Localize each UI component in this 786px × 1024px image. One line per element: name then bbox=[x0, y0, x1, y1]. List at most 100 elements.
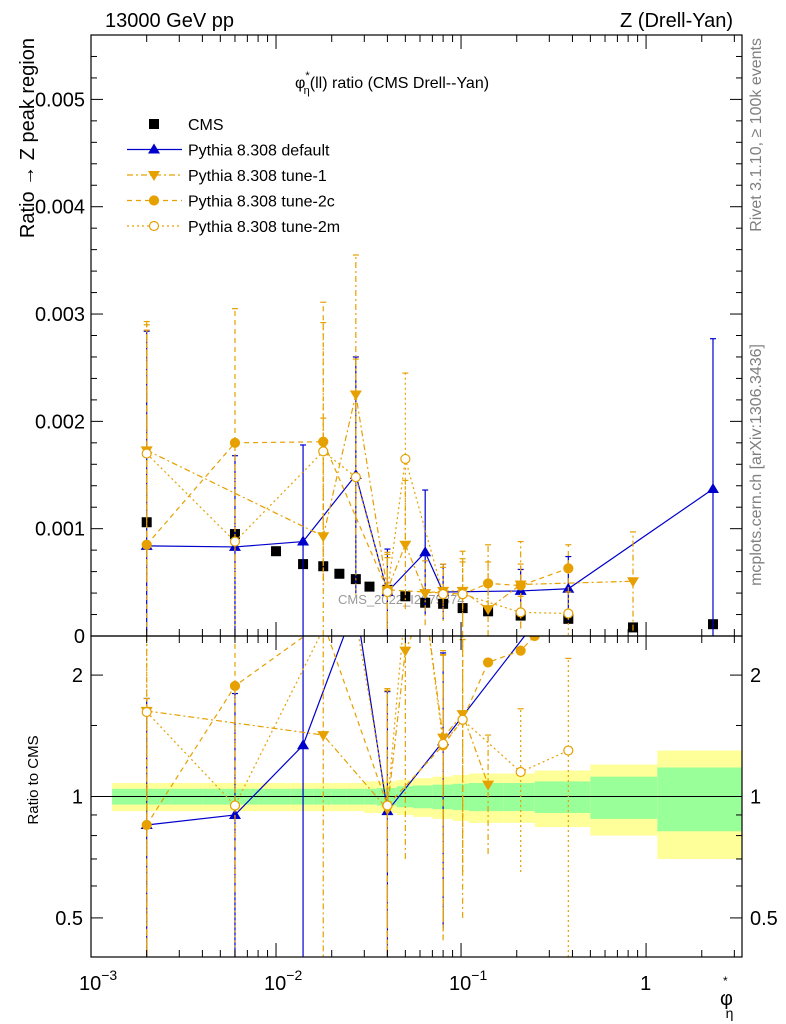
main-line-default bbox=[146, 473, 714, 594]
main-point-tune2c bbox=[515, 580, 526, 591]
main-point-cms bbox=[318, 561, 329, 572]
legend-marker bbox=[148, 171, 160, 181]
band-green bbox=[657, 767, 742, 832]
main-point-tune2m bbox=[382, 586, 393, 598]
main-data bbox=[140, 254, 719, 636]
ratio-point-tune2m bbox=[457, 714, 468, 725]
main-point-tune2c bbox=[318, 436, 329, 447]
main-series-tune1 bbox=[140, 254, 640, 636]
ratio-point-tune2m bbox=[563, 745, 574, 756]
main-point-tune2m bbox=[318, 446, 329, 457]
main-point-tune2m bbox=[350, 472, 361, 483]
main-point-tune1 bbox=[349, 390, 362, 401]
header-right: Z (Drell-Yan) bbox=[620, 10, 733, 32]
ratio-point-default bbox=[543, 598, 555, 608]
main-series-tune2m bbox=[141, 322, 574, 636]
legend-label: Pythia 8.308 default bbox=[188, 143, 330, 160]
main-point-tune2c bbox=[482, 578, 494, 589]
main-point-tune1 bbox=[482, 605, 495, 616]
ratio-point-tune2m bbox=[515, 766, 526, 778]
main-line-tune2m bbox=[146, 450, 569, 615]
ratio-line-tune2m bbox=[146, 636, 569, 807]
legend-label: Pythia 8.308 tune-2m bbox=[188, 219, 340, 236]
mcplots-label: mcplots.cern.ch [arXiv:1306.3436] bbox=[748, 344, 765, 586]
main-point-tune2c bbox=[563, 563, 574, 574]
ratio-point-tune2m bbox=[141, 706, 152, 718]
ratio-point-default bbox=[228, 808, 241, 819]
ratio-bands bbox=[91, 750, 742, 859]
ratio-ylabel: Ratio to CMS bbox=[25, 735, 42, 824]
main-series-tune2c bbox=[141, 301, 574, 636]
main-point-default bbox=[706, 482, 719, 493]
main-ytick-label: 0 bbox=[74, 626, 85, 648]
x-tick-label: 10−2 bbox=[264, 967, 302, 995]
main-point-cms bbox=[271, 546, 282, 557]
x-tick-label: 10−1 bbox=[449, 967, 487, 995]
legend: CMS Pythia 8.308 default Pythia 8.308 tune… bbox=[127, 117, 340, 236]
main-point-tune1 bbox=[317, 532, 330, 543]
ratio-point-tune2c bbox=[515, 645, 526, 656]
ratio-point-tune1 bbox=[317, 731, 330, 742]
main-point-tune2m bbox=[400, 453, 411, 465]
ratio-ytick-label-right: 1 bbox=[750, 787, 761, 809]
legend-entry-default: Pythia 8.308 default bbox=[127, 143, 330, 160]
ratio-data bbox=[140, 598, 574, 957]
x-tick-label: 10−3 bbox=[79, 967, 117, 995]
ratio-ytick-label: 0.5 bbox=[55, 908, 83, 930]
ratio-ytick-label-right: 2 bbox=[750, 665, 761, 687]
rivet-label: Rivet 3.1.10, ≥ 100k events bbox=[748, 38, 765, 232]
main-point-default bbox=[419, 546, 432, 557]
main-point-tune2m bbox=[229, 536, 241, 547]
ratio-point-tune2c bbox=[529, 636, 540, 642]
legend-marker bbox=[148, 220, 160, 232]
main-point-tune1 bbox=[399, 540, 412, 551]
ratio-ytick-label: 2 bbox=[72, 665, 83, 687]
ratio-point-tune2m bbox=[438, 738, 449, 750]
main-point-tune2m bbox=[457, 589, 468, 600]
main-ytick-label: 0.004 bbox=[35, 197, 85, 219]
main-ytick-label: 0.003 bbox=[35, 304, 85, 326]
ratio-point-tune1 bbox=[482, 780, 495, 791]
legend-marker bbox=[148, 143, 160, 154]
main-point-default bbox=[297, 535, 310, 546]
main-point-tune1 bbox=[419, 589, 432, 600]
main-line-tune2c bbox=[146, 441, 569, 595]
main-ytick-label: 0.005 bbox=[35, 89, 85, 111]
main-point-cms bbox=[334, 568, 345, 579]
legend-entry-tune2m: Pythia 8.308 tune-2m bbox=[127, 219, 340, 236]
ratio-point-tune2m bbox=[229, 800, 241, 811]
x-tick-label: 1 bbox=[640, 973, 651, 995]
main-point-tune2c bbox=[141, 539, 152, 550]
main-point-tune2m bbox=[515, 607, 526, 618]
legend-label: Pythia 8.308 tune-1 bbox=[188, 168, 327, 185]
main-point-tune2m bbox=[563, 608, 574, 619]
band-green bbox=[590, 776, 658, 819]
legend-label: CMS bbox=[188, 117, 224, 134]
main-ytick-label: 0.002 bbox=[35, 411, 85, 433]
legend-marker bbox=[148, 195, 160, 206]
legend-entry-tune1: Pythia 8.308 tune-1 bbox=[127, 168, 327, 185]
ratio-point-default bbox=[297, 739, 310, 750]
band-green bbox=[534, 781, 591, 814]
band-green bbox=[503, 783, 535, 812]
legend-entry-cms: CMS bbox=[149, 117, 224, 134]
main-point-tune1 bbox=[627, 577, 640, 588]
legend-entry-tune2c: Pythia 8.308 tune-2c bbox=[127, 194, 335, 211]
axes: 0 0.001 0.002 0.003 0.004 0.005 10−3 10−2 10−1 1 0… bbox=[35, 34, 778, 995]
ratio-point-tune2m bbox=[382, 800, 393, 811]
ratio-ytick-label-right: 0.5 bbox=[750, 908, 778, 930]
main-ylabel: Ratio → Z peak region bbox=[17, 38, 39, 238]
main-point-tune2m bbox=[438, 589, 449, 600]
legend-marker bbox=[149, 119, 159, 129]
plot-title: φ* η(ll) ratio (CMS Drell--Yan) bbox=[295, 70, 489, 97]
ratio-series-tune2m bbox=[141, 615, 574, 957]
main-point-tune2m bbox=[141, 448, 152, 459]
ratio-point-tune2c bbox=[482, 657, 494, 668]
x-axis-label: φ* η bbox=[720, 974, 733, 1021]
header-left: 13000 GeV pp bbox=[105, 10, 234, 32]
band-green bbox=[468, 783, 504, 812]
main-point-cms bbox=[400, 591, 411, 602]
ratio-point-tune2m bbox=[351, 615, 360, 624]
main-series-cms bbox=[141, 517, 718, 633]
